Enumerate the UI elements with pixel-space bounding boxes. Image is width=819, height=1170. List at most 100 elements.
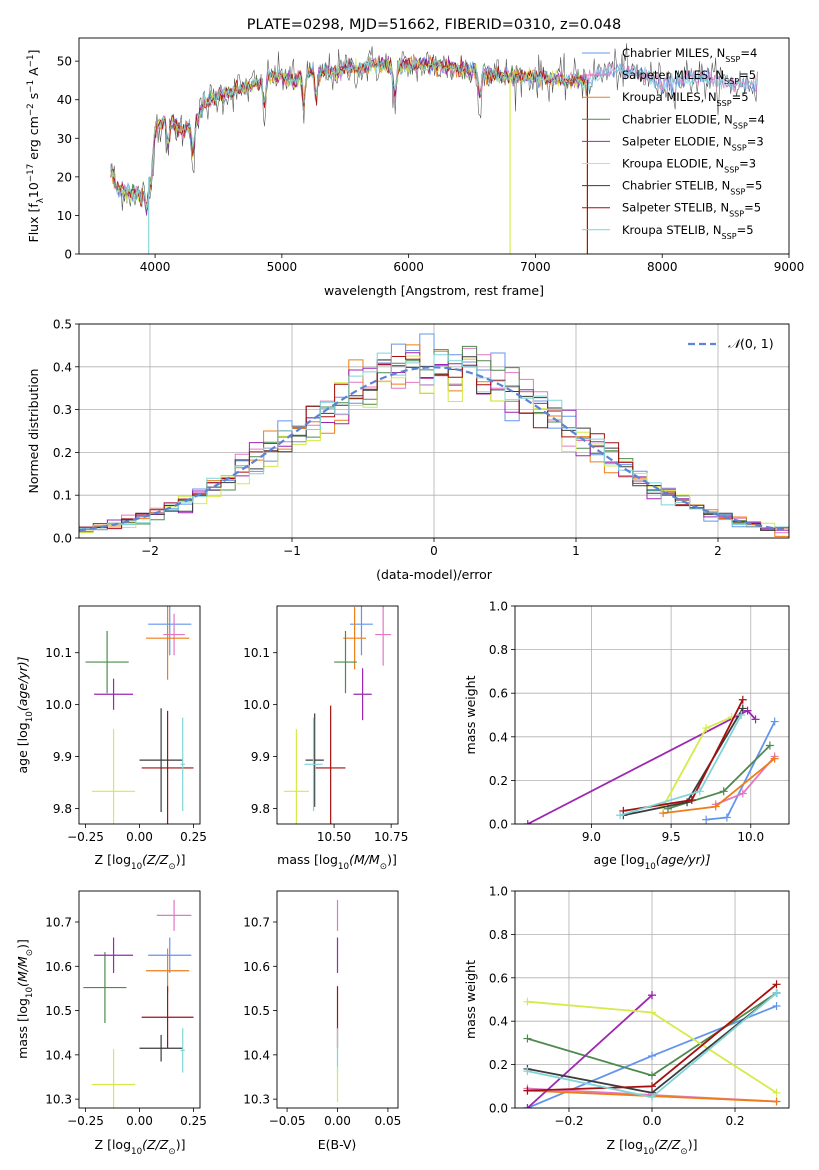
weight-marker-salpeter_elodie xyxy=(743,706,752,715)
legend-entry-salpeter_elodie-part: Salpeter ELODIE, N xyxy=(622,134,732,148)
histogram-kroupa_stelib xyxy=(79,352,789,532)
legend-entry-salpeter_elodie-part: =3 xyxy=(747,134,764,148)
spectrum-ylabel-part: erg cm xyxy=(26,116,41,164)
mass_vs_Z-ylabel-part: 10 xyxy=(25,987,35,998)
y-tick-label: 0 xyxy=(64,248,72,262)
legend-entry-salpeter_elodie-part: SSP xyxy=(732,143,747,152)
y-tick-label: 0.8 xyxy=(489,643,508,657)
legend-entry-kroupa_stelib-part: =5 xyxy=(737,223,754,237)
weight-marker-salpeter_stelib xyxy=(772,980,781,989)
age_vs_Z-xlabel-part: (Z/Z xyxy=(142,852,169,867)
x-tick-label: −2 xyxy=(141,544,159,558)
mass_vs_Z-xlabel-part: ⊙ xyxy=(168,1147,175,1157)
weight-marker-salpeter_stelib xyxy=(648,1082,656,1091)
spectrum-lines xyxy=(110,43,758,254)
spectrum-ylabel-part: 10 xyxy=(26,182,41,198)
x-tick-label: 4000 xyxy=(140,260,171,274)
age_vs_mass-xlabel: mass [log10(M/M⊙)] xyxy=(277,852,397,872)
y-tick-label: 30 xyxy=(57,132,72,146)
y-tick-label: 9.8 xyxy=(53,802,72,816)
legend-entry-kroupa_elodie: Kroupa ELODIE, NSSP=3 xyxy=(622,157,756,175)
weight-line-salpeter_stelib xyxy=(623,699,744,812)
mass_vs_Z-ylabel-part: ⊙ xyxy=(25,949,35,956)
y-tick-label: 50 xyxy=(57,55,72,69)
mass_vs_Z-frame xyxy=(78,890,201,1109)
age_vs_Z-ylabel-part: (age/yr)] xyxy=(15,656,30,711)
x-tick-label: 1 xyxy=(572,544,580,558)
residuals-axes: −2 −1 0 1 2 0.0 0.1 0.2 0.3 0.4 0.5 xyxy=(53,318,789,558)
weight-marker-salpeter_miles xyxy=(738,789,747,798)
weight-marker-salpeter_stelib xyxy=(523,1086,532,1095)
y-tick-label: 10.1 xyxy=(45,646,72,660)
legend-entry-kroupa_elodie-part: SSP xyxy=(724,165,739,174)
weight-marker-chabrier_elodie xyxy=(765,741,774,750)
spectrum-ylabel-part: Flux [f xyxy=(26,203,41,243)
x-tick-label: 9000 xyxy=(774,260,805,274)
weight_vs_age-lines xyxy=(523,695,779,824)
spectrum-ylabel-part: λ xyxy=(36,198,46,203)
weight_vs_age-xlabel-part: age [log xyxy=(593,852,644,867)
legend-entry-salpeter_miles-part: SSP xyxy=(724,77,739,86)
residual-histograms xyxy=(79,333,789,538)
weight-marker-chabrier_miles xyxy=(772,1002,781,1011)
x-tick-label: 0.00 xyxy=(324,1114,351,1128)
legend-entry-kroupa_stelib-part: SSP xyxy=(722,231,737,240)
weight_vs_age-axes: 9.0 9.5 10.0 0.0 0.2 0.4 0.6 0.8 1.0 xyxy=(489,600,789,844)
age_vs_mass-xlabel-part: )] xyxy=(387,852,397,867)
mass_vs_Z-xlabel-part: 10 xyxy=(131,1147,142,1157)
y-tick-label: 10.3 xyxy=(45,1093,72,1107)
age_vs_Z-frame xyxy=(78,605,201,825)
spectrum-ylabel-part: −17 xyxy=(26,164,36,182)
weight-marker-salpeter_elodie xyxy=(751,715,760,724)
mass_vs_Z-xlabel-part: Z [log xyxy=(95,1137,131,1152)
spectrum-ylabel-part: −1 xyxy=(26,54,36,67)
legend-entry-salpeter_elodie: Salpeter ELODIE, NSSP=3 xyxy=(622,134,764,152)
age_vs_Z-axes: −0.25 0.00 0.25 9.8 9.9 10.0 10.1 xyxy=(45,646,207,844)
x-tick-label: 0.05 xyxy=(375,1114,402,1128)
weight-line-kroupa_elodie xyxy=(662,716,733,808)
legend-entry-chabrier_miles-part: Chabrier MILES, N xyxy=(622,46,725,60)
y-tick-label: 0.2 xyxy=(489,1058,508,1072)
residuals-frame xyxy=(78,323,790,539)
legend-entry-chabrier_elodie: Chabrier ELODIE, NSSP=4 xyxy=(622,112,765,130)
legend-entry-kroupa_elodie-part: Kroupa ELODIE, N xyxy=(622,157,724,171)
x-tick-label: 0.25 xyxy=(180,1114,207,1128)
legend-entry-chabrier_stelib-part: Chabrier STELIB, N xyxy=(622,179,730,193)
x-tick-label: 5000 xyxy=(267,260,298,274)
weight_vs_Z-frame xyxy=(514,890,790,1109)
x-tick-label: 0.00 xyxy=(126,830,153,844)
weight-marker-kroupa_miles xyxy=(711,802,720,811)
legend-entry-chabrier_stelib: Chabrier STELIB, NSSP=5 xyxy=(622,179,762,197)
weight_vs_Z-lines xyxy=(523,980,781,1108)
legend-entry-chabrier_miles: Chabrier MILES, NSSP=4 xyxy=(622,46,757,64)
weight-marker-kroupa_stelib xyxy=(648,1093,656,1102)
age_vs_Z-xlabel-part: Z [log xyxy=(95,852,131,867)
age_vs_Z-points xyxy=(85,606,194,824)
y-tick-label: 0.0 xyxy=(489,1102,508,1116)
mass_vs_Z-xlabel-part: (Z/Z xyxy=(142,1137,169,1152)
y-tick-label: 0.4 xyxy=(489,1015,508,1029)
weight_vs_age-xlabel-part: (age/yr)] xyxy=(656,852,711,867)
weight_vs_age-frame xyxy=(514,605,790,825)
weight-marker-chabrier_miles xyxy=(702,815,711,824)
legend-entry-kroupa_elodie-part: =3 xyxy=(739,157,756,171)
y-tick-label: 10.7 xyxy=(243,916,270,930)
legend-entry-salpeter_miles: Salpeter MILES, NSSP=5 xyxy=(622,68,756,86)
y-tick-label: 10.6 xyxy=(45,960,72,974)
spectrum-axes: 4000 5000 6000 7000 8000 9000 0 10 20 30 40 50 xyxy=(57,55,805,274)
age_vs_mass-xlabel-part: ⊙ xyxy=(380,862,387,872)
legend-entry-normal: 𝒩(0, 1) xyxy=(728,336,774,351)
legend-entry-kroupa_stelib: Kroupa STELIB, NSSP=5 xyxy=(622,223,754,241)
age_vs_mass-points xyxy=(283,606,392,824)
x-tick-label: −0.2 xyxy=(554,1114,583,1128)
y-tick-label: 0.1 xyxy=(53,489,72,503)
mass_vs_Z-ylabel-part: (M/M xyxy=(15,956,30,987)
weight-marker-kroupa_stelib xyxy=(616,811,625,820)
weight-line-salpeter_elodie xyxy=(527,709,757,824)
weight-marker-kroupa_stelib xyxy=(772,988,781,997)
weight-marker-chabrier_miles xyxy=(770,717,779,726)
weight_vs_age-ylabel: mass weight xyxy=(463,675,478,754)
weight-marker-salpeter_elodie xyxy=(648,991,656,1000)
x-tick-label: 2 xyxy=(714,544,722,558)
